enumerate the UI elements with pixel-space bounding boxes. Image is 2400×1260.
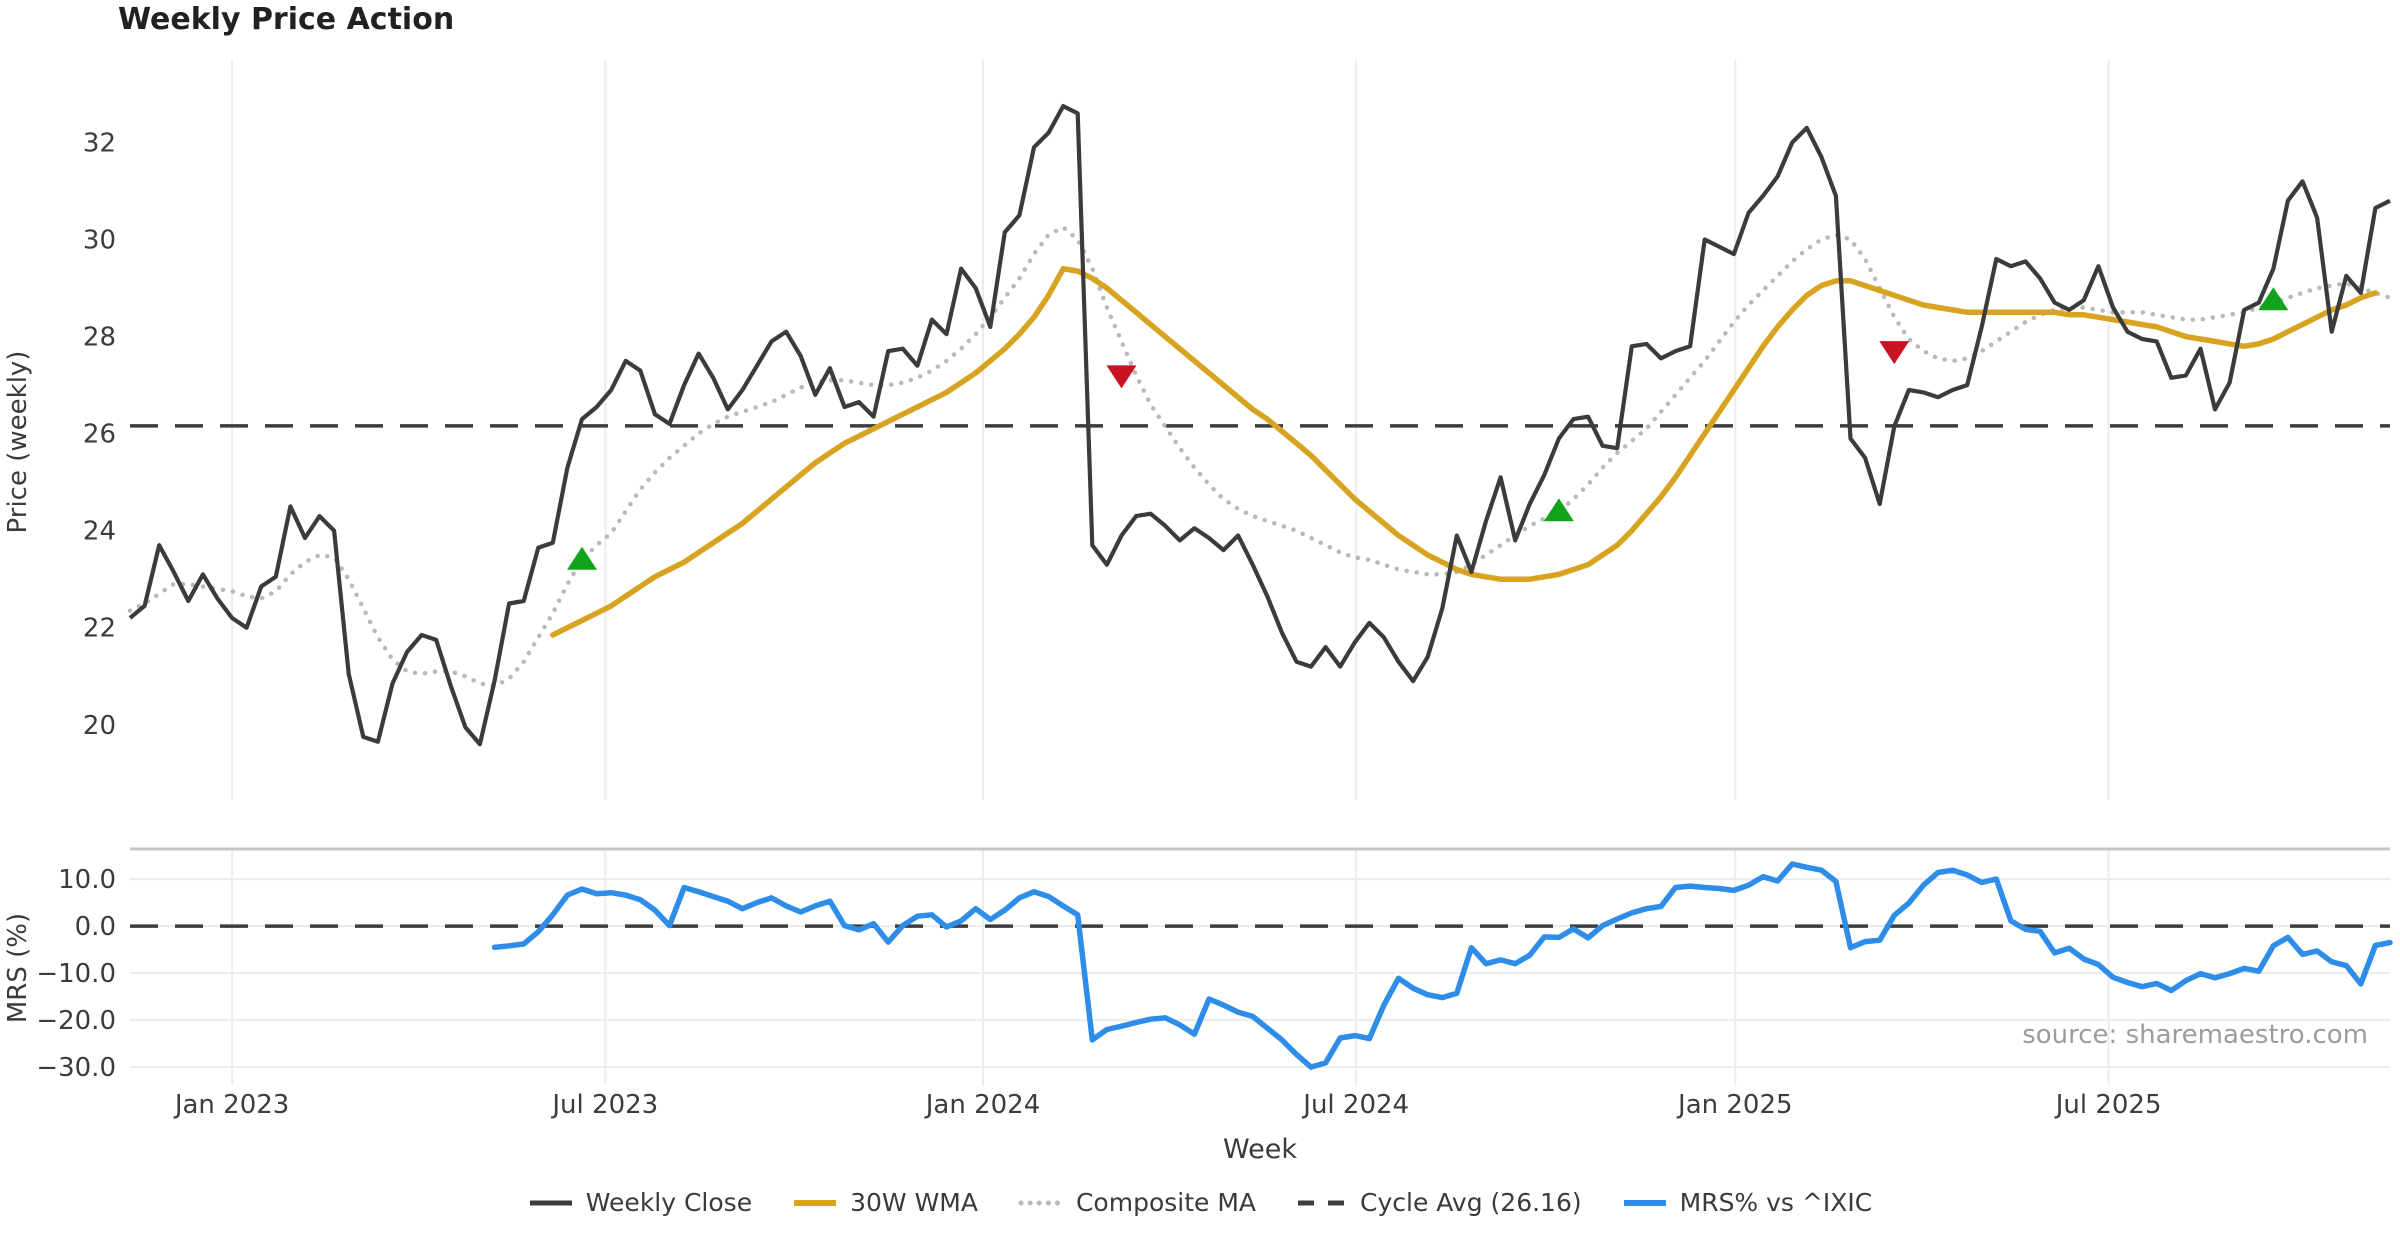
wma-line-icon: [794, 1199, 837, 1206]
price-tick-label: 26: [83, 420, 116, 450]
legend-label: Weekly Close: [585, 1188, 753, 1217]
weekly-close-path: [128, 104, 2391, 747]
x-tick-label: Jan 2025: [1676, 1090, 1793, 1120]
mrs-tick-label: 10.0: [58, 865, 116, 895]
price-tick-label: 24: [83, 517, 116, 547]
sell-signal-marker: [1879, 341, 1910, 365]
legend-label: 30W WMA: [850, 1188, 978, 1217]
x-tick-label: Jul 2024: [1301, 1090, 1409, 1120]
legend-label: MRS% vs ^IXIC: [1679, 1188, 1873, 1217]
weekly-close-line-icon: [529, 1200, 572, 1205]
source-credit: source: sharemaestro.com: [2022, 1020, 2368, 1050]
mrs-tick-label: −10.0: [36, 959, 116, 989]
x-tick-label: Jan 2023: [173, 1090, 290, 1120]
price-tick-label: 20: [83, 711, 116, 741]
price-tick-label: 30: [83, 226, 116, 256]
legend-label: Composite MA: [1075, 1188, 1257, 1217]
x-tick-label: Jul 2023: [550, 1090, 658, 1120]
price-tick-label: 28: [83, 323, 116, 353]
chart-title: Weekly Price Action: [118, 2, 455, 37]
x-tick-label: Jul 2025: [2054, 1090, 2162, 1120]
mrs-path: [491, 861, 2393, 1070]
wma-path: [550, 265, 2379, 638]
price-tick-label: 22: [83, 614, 116, 644]
buy-signal-marker: [2258, 287, 2289, 311]
buy-signal-marker: [1543, 498, 1574, 522]
legend-label: Cycle Avg (26.16): [1360, 1188, 1582, 1217]
legend-item-weekly-close: Weekly Close: [528, 1188, 752, 1217]
x-tick-label: Jan 2024: [924, 1090, 1041, 1120]
legend-item-cycle-avg: Cycle Avg (26.16): [1296, 1188, 1582, 1217]
mrs-tick-label: −20.0: [36, 1006, 116, 1036]
dotted-line-icon: [1018, 1200, 1064, 1205]
buy-signal-marker: [567, 546, 597, 570]
legend-item-wma: 30W WMA: [792, 1188, 978, 1217]
x-axis-label: Week: [1223, 1134, 1297, 1165]
price-tick-label: 32: [83, 129, 116, 159]
legend-item-composite: Composite MA: [1018, 1188, 1256, 1217]
mrs-tick-label: 0.0: [75, 912, 116, 942]
sell-signal-marker: [1106, 365, 1137, 389]
legend-item-mrs: MRS% vs ^IXIC: [1622, 1188, 1873, 1217]
mrs-line-icon: [1623, 1199, 1666, 1206]
dashed-line-icon: [1298, 1200, 1347, 1205]
mrs-tick-label: −30.0: [36, 1053, 116, 1083]
legend: Weekly Close 30W WMA Composite MA Cycle …: [0, 1188, 2400, 1217]
